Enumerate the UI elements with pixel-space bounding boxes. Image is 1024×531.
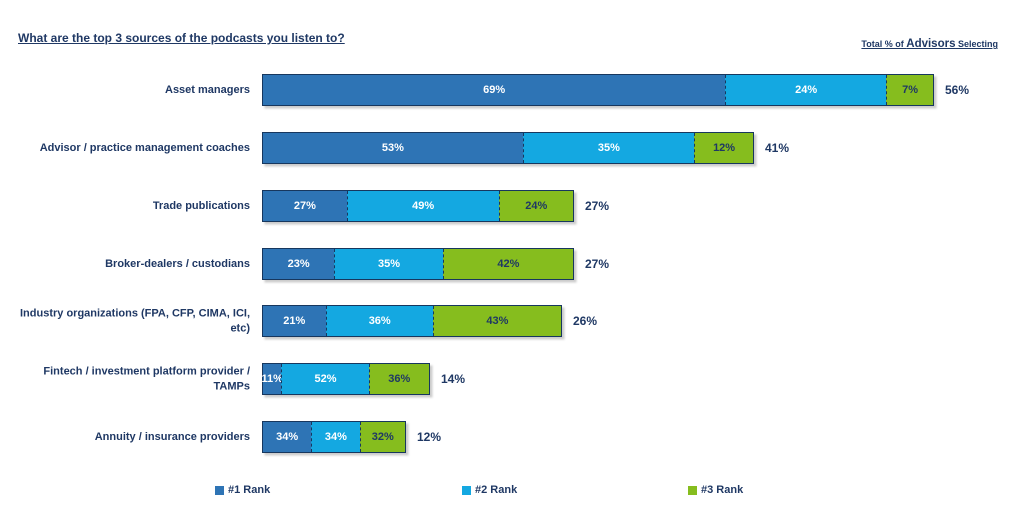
bar-segment--1-rank: 23% — [263, 249, 335, 279]
legend-swatch-icon — [462, 485, 471, 495]
total-percent-label: 41% — [765, 141, 790, 155]
legend-item--2-rank: #2 Rank — [462, 484, 517, 496]
legend-item--1-rank: #1 Rank — [215, 484, 270, 496]
legend-swatch-icon — [688, 485, 697, 495]
chart-row: Annuity / insurance providers 34% 34% 32% 12… — [0, 421, 1024, 453]
total-percent-label: 27% — [585, 257, 610, 271]
chart-title: What are the top 3 sources of the podcas… — [18, 31, 345, 45]
bar-segment--2-rank: 49% — [346, 191, 499, 221]
totals-column-header: Total % of Advisors Selecting — [861, 38, 998, 50]
legend-swatch-icon — [215, 485, 224, 495]
bar-segment--3-rank: 43% — [432, 306, 561, 336]
total-percent-label: 14% — [441, 372, 466, 386]
bar-segment--3-rank: 24% — [498, 191, 573, 221]
legend-item--3-rank: #3 Rank — [688, 484, 743, 496]
bar-segment--2-rank: 34% — [311, 422, 360, 452]
bar-segment--3-rank: 36% — [368, 364, 429, 394]
totals-header-prefix: Total % of — [861, 39, 907, 49]
stacked-bar: 53% 35% 12% — [262, 132, 754, 164]
legend-label: #1 Rank — [228, 484, 271, 496]
bar-segment--3-rank: 32% — [359, 422, 405, 452]
chart-row: Fintech / investment platform provider /… — [0, 363, 1024, 395]
total-percent-label: 27% — [585, 199, 610, 213]
bar-segment--1-rank: 21% — [263, 306, 326, 336]
bar-segment--1-rank: 69% — [263, 75, 726, 105]
chart-row: Industry organizations (FPA, CFP, CIMA, … — [0, 305, 1024, 337]
bar-segment--1-rank: 27% — [263, 191, 347, 221]
total-percent-label: 56% — [945, 83, 970, 97]
category-label: Asset managers — [165, 83, 250, 96]
chart-row: Advisor / practice management coaches 53%… — [0, 132, 1024, 164]
category-label: Advisor / practice management coaches — [39, 141, 250, 154]
bar-segment--3-rank: 42% — [442, 249, 573, 279]
stacked-bar: 21% 36% 43% — [262, 305, 562, 337]
stacked-bar: 69% 24% 7% — [262, 74, 934, 106]
chart-row: Asset managers 69% 24% 7% 56% — [0, 74, 1024, 106]
bar-segment--2-rank: 35% — [334, 249, 443, 279]
stacked-bar: 23% 35% 42% — [262, 248, 574, 280]
stacked-bar: 27% 49% 24% — [262, 190, 574, 222]
chart-row: Trade publications 27% 49% 24% 27% — [0, 190, 1024, 222]
bar-segment--1-rank: 34% — [263, 422, 312, 452]
bar-segment--2-rank: 36% — [325, 306, 433, 336]
category-label: Industry organizations (FPA, CFP, CIMA, … — [20, 307, 250, 335]
totals-header-emphasis: Advisors — [906, 38, 956, 50]
total-percent-label: 12% — [417, 430, 442, 444]
legend-label: #3 Rank — [701, 484, 744, 496]
bar-segment--1-rank: 11% — [262, 364, 283, 394]
category-label: Annuity / insurance providers — [94, 430, 250, 443]
total-percent-label: 26% — [573, 314, 598, 328]
stacked-bar: 11% 52% 36% — [262, 363, 430, 395]
category-label: Trade publications — [152, 199, 250, 212]
legend-label: #2 Rank — [475, 484, 518, 496]
bar-segment--1-rank: 53% — [263, 133, 523, 163]
stacked-bar: 34% 34% 32% — [262, 421, 406, 453]
category-label: Fintech / investment platform provider /… — [43, 365, 250, 393]
totals-header-suffix: Selecting — [955, 39, 998, 49]
chart-row: Broker-dealers / custodians 23% 35% 42% 27% — [0, 248, 1024, 280]
bar-segment--2-rank: 35% — [522, 133, 695, 163]
bar-segment--2-rank: 24% — [725, 75, 887, 105]
bar-segment--2-rank: 52% — [281, 364, 369, 394]
bar-segment--3-rank: 12% — [694, 133, 753, 163]
bar-segment--3-rank: 7% — [886, 75, 933, 105]
category-label: Broker-dealers / custodians — [105, 257, 250, 270]
